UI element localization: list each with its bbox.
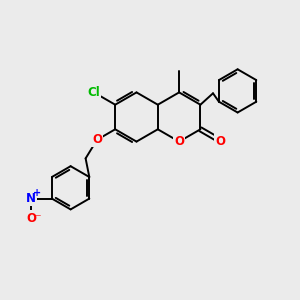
- Text: +: +: [33, 188, 41, 198]
- Text: O: O: [26, 212, 36, 225]
- Text: O: O: [174, 135, 184, 148]
- Text: O: O: [216, 134, 226, 148]
- Text: Cl: Cl: [88, 86, 100, 99]
- Text: ⁻: ⁻: [34, 212, 41, 226]
- Text: O: O: [92, 133, 102, 146]
- Text: N: N: [26, 192, 36, 205]
